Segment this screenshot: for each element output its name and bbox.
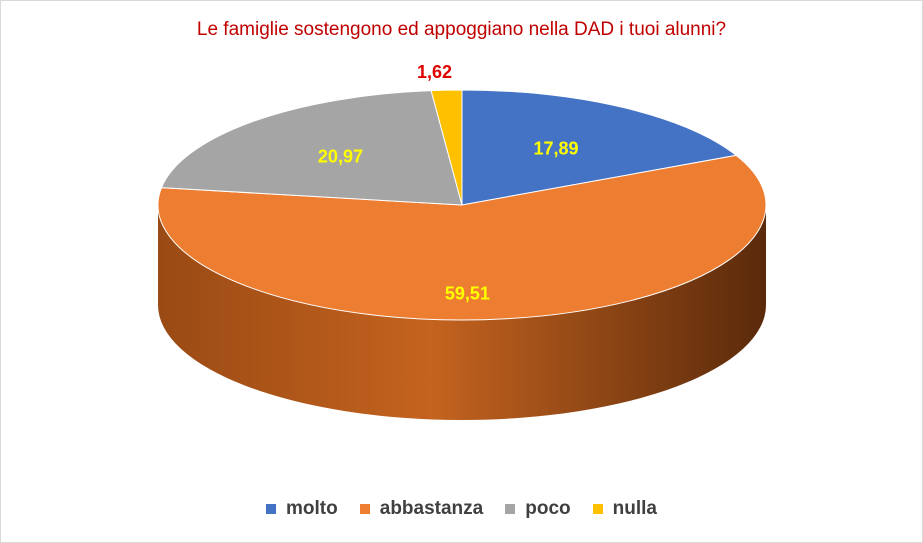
legend-item-poco: poco <box>505 498 571 520</box>
legend-swatch-molto <box>266 504 277 514</box>
legend-label-molto: molto <box>286 498 338 519</box>
legend-item-molto: molto <box>266 498 338 520</box>
chart-legend: molto abbastanza poco nulla <box>1 498 922 520</box>
data-label-molto: 17,89 <box>533 139 578 159</box>
legend-label-poco: poco <box>525 498 571 519</box>
legend-label-abbastanza: abbastanza <box>379 498 484 519</box>
legend-swatch-poco <box>505 504 516 514</box>
data-label-nulla: 1,62 <box>417 62 452 82</box>
legend-label-nulla: nulla <box>612 498 657 519</box>
data-label-poco: 20,97 <box>318 147 363 167</box>
pie-slice-nulla <box>430 89 463 206</box>
pie-slice-poco <box>160 90 463 206</box>
legend-swatch-abbastanza <box>359 504 370 514</box>
legend-swatch-nulla <box>592 504 603 514</box>
chart-title: Le famiglie sostengono ed appoggiano nel… <box>196 19 727 40</box>
data-label-abbastanza: 59,51 <box>445 284 490 304</box>
legend-item-nulla: nulla <box>592 498 657 520</box>
legend-item-abbastanza: abbastanza <box>359 498 484 520</box>
pie-side-abbastanza <box>158 205 766 420</box>
pie-slice-molto <box>461 89 738 206</box>
